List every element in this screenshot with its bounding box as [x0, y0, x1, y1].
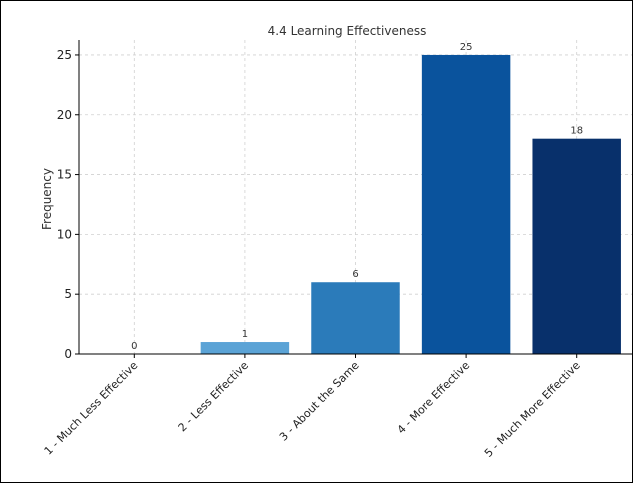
- y-tick-label: 15: [57, 168, 72, 182]
- y-tick-label: 5: [64, 287, 72, 301]
- x-tick-label: 3 - About the Same: [277, 359, 362, 444]
- bars-layer: 0 1 6 25 18: [131, 42, 621, 354]
- bar-data-label: 6: [352, 269, 358, 280]
- bar-data-label: 0: [131, 341, 137, 352]
- bar: [421, 54, 511, 354]
- chart-title: 4.4 Learning Effectiveness: [268, 24, 427, 38]
- y-tick-label: 0: [64, 347, 72, 361]
- x-tick-label: 4 - More Effective: [395, 359, 473, 437]
- y-tick-label: 25: [57, 48, 72, 62]
- y-axis-label: Frequency: [40, 168, 54, 230]
- y-tick-label: 20: [57, 108, 72, 122]
- bar-data-label: 1: [242, 329, 248, 340]
- x-tick-label: 2 - Less Effective: [176, 359, 252, 435]
- bar: [311, 282, 400, 354]
- x-tick-label: 1 - Much Less Effective: [42, 359, 141, 458]
- bar: [200, 342, 290, 354]
- bar-data-label: 25: [460, 42, 473, 53]
- bar-data-label: 18: [570, 126, 583, 137]
- x-tick-label: 5 - Much More Effective: [482, 359, 583, 460]
- y-tick-label: 10: [57, 227, 72, 241]
- bar: [532, 138, 621, 354]
